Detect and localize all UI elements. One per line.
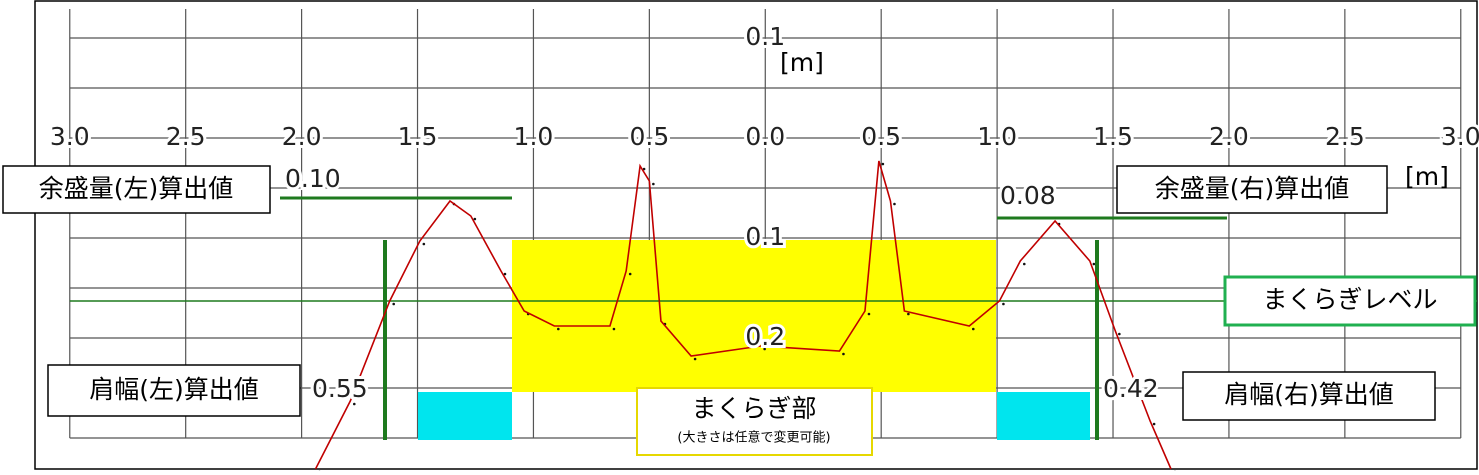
x-tick-label: 2.0 — [282, 122, 322, 151]
scatter-dot — [882, 163, 885, 166]
scatter-dot — [392, 303, 395, 306]
annotation: 余盛量(右)算出値 — [1155, 174, 1350, 203]
annotation: まくらぎレベル — [1262, 285, 1437, 314]
x-tick-label: 3.0 — [50, 122, 90, 151]
x-tick-label: 1.5 — [1093, 122, 1133, 151]
scatter-dot — [907, 313, 910, 316]
scatter-dot — [868, 313, 871, 316]
x-tick-label: 1.0 — [514, 122, 554, 151]
x-tick-label: 0.0 — [745, 122, 785, 151]
x-tick-label: 2.0 — [1209, 122, 1249, 151]
x-tick-label: 0.5 — [629, 122, 669, 151]
scatter-dot — [423, 243, 426, 246]
scatter-dot — [613, 328, 616, 331]
value-label: 0.08 — [1000, 181, 1056, 210]
scatter-dot — [1093, 263, 1096, 266]
annotation: 余盛量(左)算出値 — [39, 174, 234, 203]
value-label: 0.55 — [312, 374, 368, 403]
scatter-dot — [1118, 333, 1121, 336]
y-tick-label: 0.1 — [745, 22, 785, 51]
x-tick-label: 1.5 — [398, 122, 438, 151]
scatter-dot — [652, 183, 655, 186]
axis-unit: [m] — [780, 48, 824, 77]
scatter-dot — [1153, 423, 1156, 426]
y-tick-label: 0.1 — [745, 222, 785, 251]
y-tick-label: 0.2 — [745, 322, 785, 351]
x-tick-label: 3.0 — [1441, 122, 1479, 151]
annotation: 肩幅(右)算出値 — [1224, 380, 1394, 409]
x-tick-label: 2.5 — [166, 122, 206, 151]
scatter-dot — [893, 203, 896, 206]
scatter-dot — [353, 403, 356, 406]
annotation: まくらぎ部 — [691, 394, 816, 423]
scatter-dot — [842, 353, 845, 356]
scatter-dot — [557, 328, 560, 331]
scatter-dot — [694, 358, 697, 361]
scatter-dot — [474, 218, 477, 221]
sleeper-box — [997, 392, 1090, 440]
x-tick-label: 1.0 — [977, 122, 1017, 151]
scatter-dot — [972, 328, 975, 331]
scatter-dot — [629, 273, 632, 276]
x-tick-label: 2.5 — [1325, 122, 1365, 151]
value-label: 0.10 — [285, 164, 341, 193]
scatter-dot — [1023, 263, 1026, 266]
axis-unit: [m] — [1405, 162, 1449, 191]
sleeper-box — [418, 392, 512, 440]
scatter-dot — [1002, 303, 1005, 306]
annotation-note: (大きさは任意で変更可能) — [677, 430, 830, 446]
value-label: 0.42 — [1103, 374, 1159, 403]
annotation: 肩幅(左)算出値 — [89, 375, 259, 404]
x-tick-label: 0.5 — [861, 122, 901, 151]
